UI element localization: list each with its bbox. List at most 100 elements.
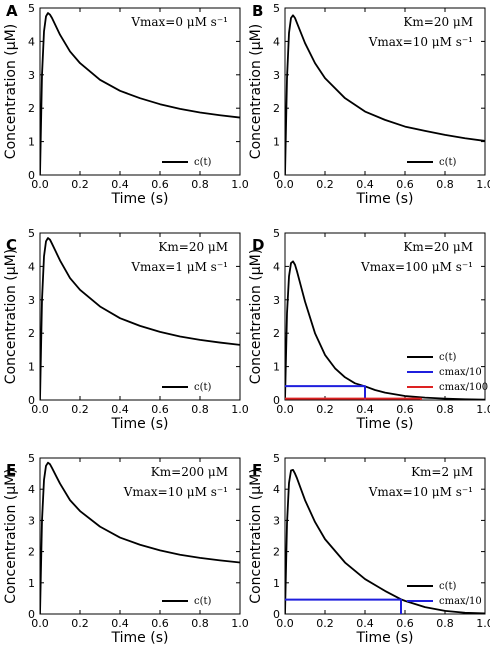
x-tick-label: 0.8 [191,178,209,191]
x-tick-label: 0.0 [31,178,49,191]
panel-C: C 0.0 0.2 0.4 0.6 0.8 1.0 0 1 2 3 4 5 Time (s) Concent… [3,227,249,432]
annotation-line: Vmax=0 μM s⁻¹ [130,15,228,29]
x-axis-label: Time (s) [356,191,414,207]
plot-frame [284,232,486,401]
legend-entry: c(t) [439,352,457,363]
y-tick-label: 3 [273,294,280,307]
x-axis-label: Time (s) [356,630,414,646]
x-tick-label: 0.6 [151,617,169,630]
annotation-line: Vmax=100 μM s⁻¹ [360,260,473,274]
y-tick-label: 0 [28,608,35,621]
x-tick-label: 0.6 [151,178,169,191]
x-axis-label: Time (s) [111,416,169,432]
y-tick-label: 2 [273,102,280,115]
x-tick-label: 0.2 [71,178,89,191]
annotation-line: Vmax=10 μM s⁻¹ [368,35,473,49]
plot-frame [284,457,486,615]
x-tick-label: 0.4 [356,178,374,191]
x-tick-label: 0.4 [356,403,374,416]
y-tick-label: 1 [273,577,280,590]
legend-entry: c(t) [439,157,457,168]
y-tick-label: 5 [28,452,35,465]
y-tick-label: 1 [28,577,35,590]
panel-label: F [252,461,262,479]
plot-frame [39,7,241,176]
legend-entry: c(t) [194,157,212,168]
x-tick-label: 1.0 [231,617,249,630]
y-tick-label: 4 [28,260,35,273]
panel-A: A 0.0 0.2 0.4 0.6 0.8 1.0 0 1 2 3 4 5 Time (s) Concent… [3,2,249,207]
y-tick-label: 2 [28,546,35,559]
annotation-line: Vmax=10 μM s⁻¹ [123,485,228,499]
panel-label: D [252,236,264,254]
legend-entry: c(t) [194,382,212,393]
x-tick-label: 0.0 [276,617,294,630]
plot-frame [284,7,486,176]
annotation-line: Vmax=10 μM s⁻¹ [368,485,473,499]
y-tick-label: 1 [273,361,280,374]
series-line-0 [285,260,485,400]
legend-entry: cmax/10 [439,596,482,607]
x-tick-label: 0.4 [111,403,129,416]
y-tick-label: 3 [28,514,35,527]
x-tick-label: 0.8 [191,403,209,416]
x-tick-label: 0.4 [111,617,129,630]
y-tick-label: 4 [273,260,280,273]
y-axis-label: Concentration (μM) [248,24,264,159]
y-tick-label: 4 [273,483,280,496]
y-tick-label: 3 [273,69,280,82]
y-tick-label: 1 [28,136,35,149]
annotation-line: Vmax=1 μM s⁻¹ [130,260,228,274]
x-tick-label: 0.0 [276,178,294,191]
panel-D: D 0.0 0.2 0.4 0.6 0.8 1.0 0 1 2 3 4 5 Time (s) Concent… [248,227,490,432]
x-tick-label: 1.0 [231,403,249,416]
annotation-line: Km=20 μM [403,15,473,29]
y-tick-label: 5 [273,452,280,465]
x-tick-label: 0.4 [111,178,129,191]
y-tick-label: 0 [28,394,35,407]
y-tick-label: 2 [273,327,280,340]
legend-entry: c(t) [194,596,212,607]
x-tick-label: 0.0 [276,403,294,416]
y-tick-label: 3 [273,514,280,527]
x-tick-label: 0.8 [436,178,454,191]
y-tick-label: 5 [273,227,280,240]
plot-frame [39,457,241,615]
y-tick-label: 5 [273,2,280,15]
y-axis-label: Concentration (μM) [3,249,19,384]
series-line-0 [285,468,485,614]
x-tick-label: 0.0 [31,617,49,630]
series-line-0 [285,14,485,175]
x-tick-label: 0.4 [356,617,374,630]
panel-label: A [6,2,18,20]
panel-label: E [6,461,16,479]
x-tick-label: 1.0 [231,178,249,191]
x-tick-label: 1.0 [476,403,490,416]
y-tick-label: 5 [28,2,35,15]
y-tick-label: 0 [28,169,35,182]
y-axis-label: Concentration (μM) [3,24,19,159]
y-tick-label: 2 [28,327,35,340]
series-line-0 [40,461,240,614]
series-line-2 [285,397,422,400]
panel-F: F 0.0 0.2 0.4 0.6 0.8 1.0 0 1 2 3 4 5 Time (s) Concent… [248,452,490,646]
panel-E: E 0.0 0.2 0.4 0.6 0.8 1.0 0 1 2 3 4 5 Time (s) Concent… [3,452,249,646]
y-tick-label: 1 [28,361,35,374]
legend-entry: cmax/10 [439,367,482,378]
y-tick-label: 0 [273,608,280,621]
annotation-line: Km=2 μM [411,465,473,479]
x-tick-label: 0.8 [436,617,454,630]
y-tick-label: 3 [28,69,35,82]
x-tick-label: 0.0 [31,403,49,416]
panel-label: C [6,236,17,254]
annotation-line: Km=20 μM [403,240,473,254]
y-axis-label: Concentration (μM) [3,468,19,603]
panel-label: B [252,2,263,20]
x-tick-label: 0.2 [316,178,334,191]
y-tick-label: 2 [28,102,35,115]
y-axis-label: Concentration (μM) [248,468,264,603]
panel-B: B 0.0 0.2 0.4 0.6 0.8 1.0 0 1 2 3 4 5 Time (s) Concent… [248,2,490,207]
y-tick-label: 4 [28,35,35,48]
legend-entry: c(t) [439,581,457,592]
y-tick-label: 5 [28,227,35,240]
